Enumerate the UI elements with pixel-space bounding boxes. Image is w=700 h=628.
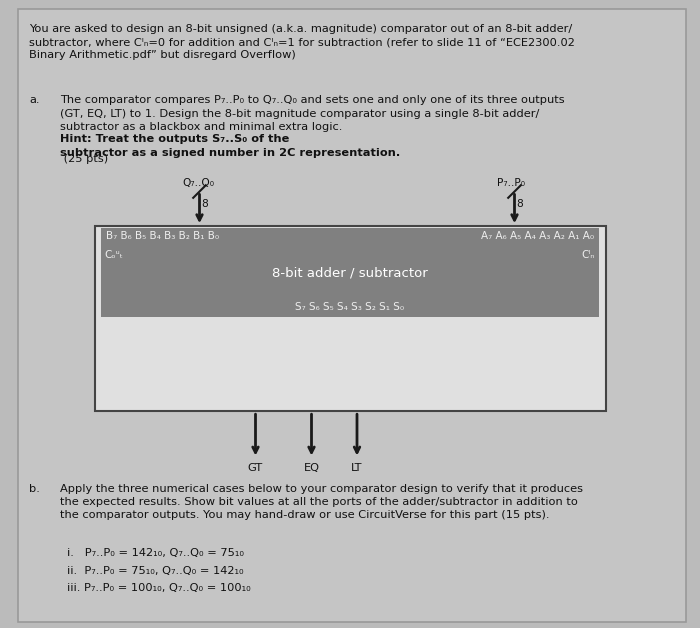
Text: i.   P₇..P₀ = 142₁₀, Q₇..Q₀ = 75₁₀: i. P₇..P₀ = 142₁₀, Q₇..Q₀ = 75₁₀ xyxy=(67,548,244,558)
Text: ii.  P₇..P₀ = 75₁₀, Q₇..Q₀ = 142₁₀: ii. P₇..P₀ = 75₁₀, Q₇..Q₀ = 142₁₀ xyxy=(67,566,244,576)
Text: Hint: Treat the outputs S₇..S₀ of the
subtractor as a signed number in 2C repres: Hint: Treat the outputs S₇..S₀ of the su… xyxy=(60,134,400,158)
Text: Q₇..Q₀: Q₇..Q₀ xyxy=(182,178,214,188)
Text: B₇ B₆ B₅ B₄ B₃ B₂ B₁ B₀: B₇ B₆ B₅ B₄ B₃ B₂ B₁ B₀ xyxy=(106,231,219,241)
Text: a.: a. xyxy=(29,95,40,106)
Text: P₇..P₀: P₇..P₀ xyxy=(497,178,525,188)
Text: You are asked to design an 8-bit unsigned (a.k.a. magnitude) comparator out of a: You are asked to design an 8-bit unsigne… xyxy=(29,24,575,60)
Text: 8-bit adder / subtractor: 8-bit adder / subtractor xyxy=(272,266,428,279)
Text: Cᴵₙ: Cᴵₙ xyxy=(582,250,595,259)
Text: The comparator compares P₇..P₀ to Q₇..Q₀ and sets one and only one of its three : The comparator compares P₇..P₀ to Q₇..Q₀… xyxy=(60,95,565,132)
FancyBboxPatch shape xyxy=(94,226,606,411)
FancyBboxPatch shape xyxy=(101,229,599,317)
Text: Cₒᵘₜ: Cₒᵘₜ xyxy=(105,250,124,259)
Text: EQ: EQ xyxy=(304,463,319,473)
FancyBboxPatch shape xyxy=(18,9,686,622)
Text: b.: b. xyxy=(29,484,41,494)
Text: 8: 8 xyxy=(202,199,209,209)
Text: (25 pts): (25 pts) xyxy=(60,154,108,164)
Text: 8: 8 xyxy=(517,199,524,209)
Text: GT: GT xyxy=(248,463,263,473)
Text: A₇ A₆ A₅ A₄ A₃ A₂ A₁ A₀: A₇ A₆ A₅ A₄ A₃ A₂ A₁ A₀ xyxy=(481,231,594,241)
Text: S₇ S₆ S₅ S₄ S₃ S₂ S₁ S₀: S₇ S₆ S₅ S₄ S₃ S₂ S₁ S₀ xyxy=(295,302,405,312)
Text: LT: LT xyxy=(351,463,363,473)
Text: iii. P₇..P₀ = 100₁₀, Q₇..Q₀ = 100₁₀: iii. P₇..P₀ = 100₁₀, Q₇..Q₀ = 100₁₀ xyxy=(67,583,251,593)
Text: Apply the three numerical cases below to your comparator design to verify that i: Apply the three numerical cases below to… xyxy=(60,484,583,520)
